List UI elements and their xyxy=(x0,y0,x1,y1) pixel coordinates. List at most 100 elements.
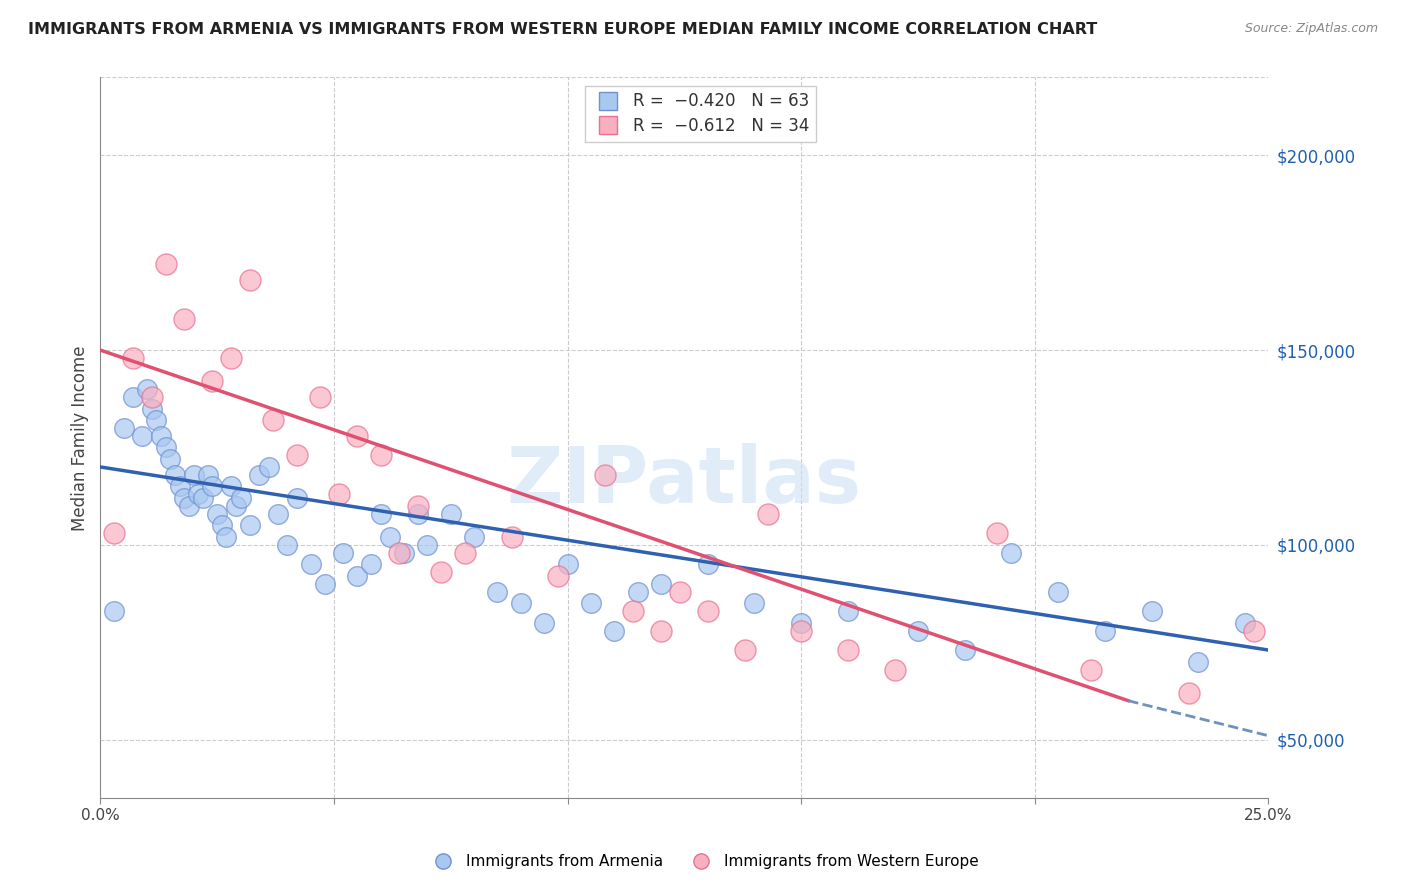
Point xyxy=(155,441,177,455)
Point xyxy=(696,604,718,618)
Point xyxy=(215,530,238,544)
Point xyxy=(247,467,270,482)
Point xyxy=(416,538,439,552)
Point xyxy=(285,448,308,462)
Point xyxy=(219,479,242,493)
Point xyxy=(650,577,672,591)
Point xyxy=(205,507,228,521)
Point xyxy=(593,467,616,482)
Point xyxy=(309,390,332,404)
Point xyxy=(907,624,929,638)
Point xyxy=(285,491,308,505)
Point xyxy=(1243,624,1265,638)
Point xyxy=(211,518,233,533)
Point xyxy=(159,452,181,467)
Point xyxy=(122,351,145,365)
Point xyxy=(239,273,262,287)
Point xyxy=(179,499,201,513)
Point xyxy=(533,615,555,630)
Point xyxy=(603,624,626,638)
Point xyxy=(131,429,153,443)
Point xyxy=(440,507,463,521)
Point xyxy=(454,546,477,560)
Point xyxy=(267,507,290,521)
Point xyxy=(650,624,672,638)
Point xyxy=(169,479,191,493)
Point xyxy=(103,526,125,541)
Point xyxy=(509,596,531,610)
Point xyxy=(112,421,135,435)
Text: ZIPatlas: ZIPatlas xyxy=(508,443,862,519)
Point xyxy=(103,604,125,618)
Point xyxy=(1080,663,1102,677)
Point xyxy=(122,390,145,404)
Point xyxy=(150,429,173,443)
Point xyxy=(486,584,509,599)
Point xyxy=(276,538,298,552)
Point xyxy=(463,530,485,544)
Point xyxy=(696,558,718,572)
Point xyxy=(191,491,214,505)
Point xyxy=(388,546,411,560)
Point xyxy=(557,558,579,572)
Point xyxy=(141,401,163,416)
Point xyxy=(627,584,650,599)
Point xyxy=(346,429,368,443)
Point xyxy=(1234,615,1257,630)
Point xyxy=(328,487,350,501)
Point xyxy=(406,507,429,521)
Point xyxy=(1000,546,1022,560)
Point xyxy=(332,546,354,560)
Point xyxy=(790,615,813,630)
Point xyxy=(744,596,766,610)
Point xyxy=(370,448,392,462)
Point xyxy=(370,507,392,521)
Point xyxy=(201,374,224,388)
Point xyxy=(262,413,284,427)
Point xyxy=(837,643,859,657)
Point xyxy=(165,467,187,482)
Point xyxy=(883,663,905,677)
Point xyxy=(346,569,368,583)
Point xyxy=(141,390,163,404)
Text: Source: ZipAtlas.com: Source: ZipAtlas.com xyxy=(1244,22,1378,36)
Point xyxy=(406,499,429,513)
Point xyxy=(1187,655,1209,669)
Point xyxy=(547,569,569,583)
Y-axis label: Median Family Income: Median Family Income xyxy=(72,345,89,531)
Point xyxy=(1178,686,1201,700)
Point xyxy=(953,643,976,657)
Point xyxy=(986,526,1008,541)
Text: IMMIGRANTS FROM ARMENIA VS IMMIGRANTS FROM WESTERN EUROPE MEDIAN FAMILY INCOME C: IMMIGRANTS FROM ARMENIA VS IMMIGRANTS FR… xyxy=(28,22,1097,37)
Legend: Immigrants from Armenia, Immigrants from Western Europe: Immigrants from Armenia, Immigrants from… xyxy=(422,848,984,875)
Point xyxy=(378,530,401,544)
Point xyxy=(173,312,195,326)
Point xyxy=(136,382,159,396)
Point xyxy=(197,467,219,482)
Point xyxy=(430,565,453,579)
Point xyxy=(579,596,602,610)
Point xyxy=(1140,604,1163,618)
Point xyxy=(229,491,252,505)
Legend: R =  −0.420   N = 63, R =  −0.612   N = 34: R = −0.420 N = 63, R = −0.612 N = 34 xyxy=(585,86,817,142)
Point xyxy=(790,624,813,638)
Point xyxy=(1094,624,1116,638)
Point xyxy=(758,507,780,521)
Point xyxy=(187,487,209,501)
Point xyxy=(239,518,262,533)
Point xyxy=(1047,584,1070,599)
Point xyxy=(360,558,382,572)
Point xyxy=(837,604,859,618)
Point xyxy=(145,413,167,427)
Point xyxy=(225,499,247,513)
Point xyxy=(155,257,177,271)
Point xyxy=(173,491,195,505)
Point xyxy=(392,546,415,560)
Point xyxy=(501,530,523,544)
Point xyxy=(299,558,322,572)
Point xyxy=(314,577,336,591)
Point xyxy=(219,351,242,365)
Point xyxy=(257,460,280,475)
Point xyxy=(201,479,224,493)
Point xyxy=(183,467,205,482)
